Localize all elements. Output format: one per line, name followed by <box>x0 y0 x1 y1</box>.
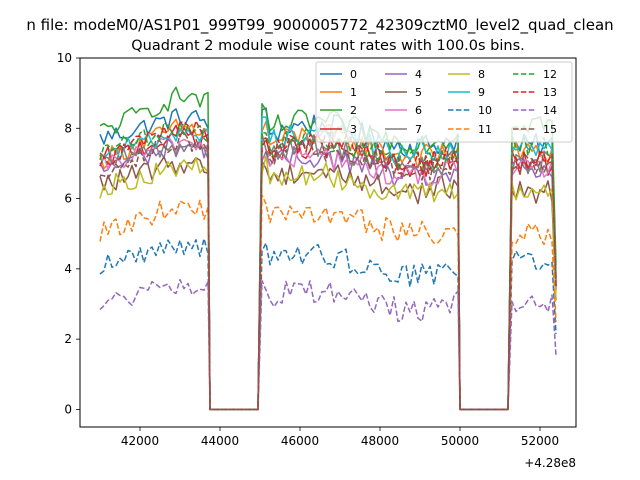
legend-label-7: 7 <box>415 123 422 136</box>
series-line-14 <box>99 278 557 411</box>
legend-label-3: 3 <box>350 123 357 136</box>
legend-label-8: 8 <box>478 68 485 81</box>
x-tick-label: 50000 <box>441 434 479 448</box>
y-tick-label: 6 <box>64 192 72 206</box>
series-line-12 <box>99 121 557 411</box>
legend-label-4: 4 <box>415 68 422 81</box>
y-tick-label: 4 <box>64 262 72 276</box>
x-tick-label: 44000 <box>201 434 239 448</box>
legend-frame <box>315 61 573 143</box>
legend-label-1: 1 <box>350 86 357 99</box>
x-tick-label: 52000 <box>521 434 559 448</box>
legend-label-13: 13 <box>543 86 557 99</box>
x-tick-label: 42000 <box>121 434 159 448</box>
figure-suptitle: n file: modeM0/AS1P01_999T99_9000005772_… <box>26 16 613 35</box>
legend-label-5: 5 <box>415 86 422 99</box>
y-tick-label: 2 <box>64 332 72 346</box>
x-tick-label: 48000 <box>361 434 399 448</box>
legend-label-10: 10 <box>478 104 492 117</box>
x-tick-label: 46000 <box>281 434 319 448</box>
series-line-8 <box>99 155 557 411</box>
legend-label-0: 0 <box>350 68 357 81</box>
legend-label-15: 15 <box>543 123 557 136</box>
legend-label-11: 11 <box>478 123 492 136</box>
legend-label-9: 9 <box>478 86 485 99</box>
x-axis: 42000 44000 46000 48000 50000 52000 <box>121 427 559 448</box>
y-tick-label: 10 <box>57 51 72 65</box>
legend-label-2: 2 <box>350 104 357 117</box>
x-offset-label: +4.28e8 <box>524 456 576 470</box>
chart-title: Quadrant 2 module wise count rates with … <box>131 38 525 54</box>
legend-label-12: 12 <box>543 68 557 81</box>
legend-label-14: 14 <box>543 104 557 117</box>
series-line-10 <box>99 237 557 411</box>
legend-label-6: 6 <box>415 104 422 117</box>
axes-frame <box>79 57 577 428</box>
series-line-6 <box>99 135 557 411</box>
y-axis: 0 2 4 6 8 10 <box>57 51 80 416</box>
y-tick-label: 8 <box>64 121 72 135</box>
y-tick-label: 0 <box>64 402 72 416</box>
